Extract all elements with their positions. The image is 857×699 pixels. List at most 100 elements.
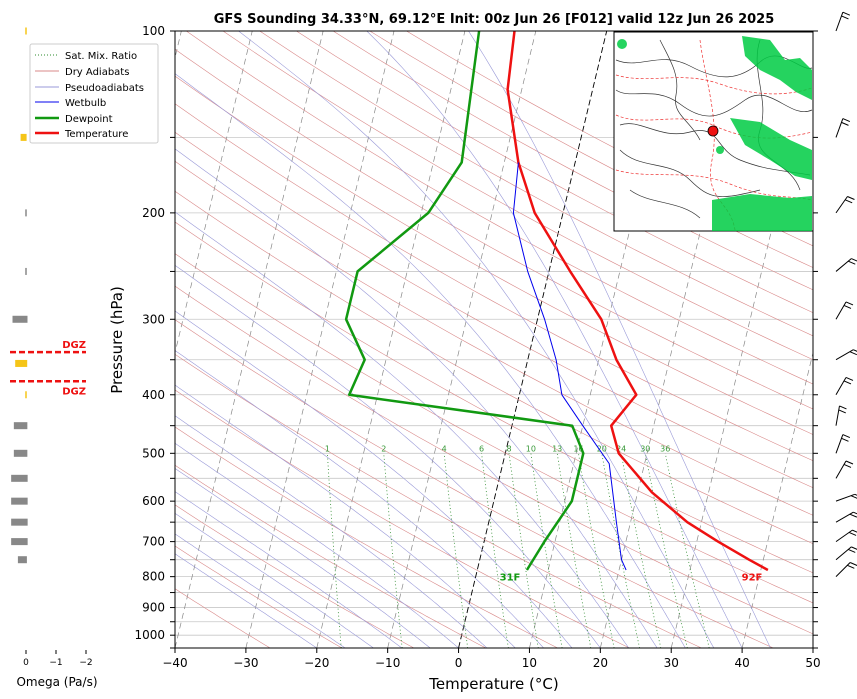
x-axis: −40 −30 −20 −10 0 10 20 30 40 50 [162,648,821,670]
dry-adiabat-line [175,353,702,648]
x-tick-label: 30 [664,656,679,670]
pseudoadiabat-line [175,211,629,648]
omega-bar [11,474,28,482]
mixing-ratio-label: 20 [597,444,607,453]
omega-bar [11,538,28,546]
dry-adiabat-line [175,588,271,648]
wind-barb-flag [848,548,856,553]
dry-adiabat-line [175,221,813,574]
wind-barb-flag [842,434,851,438]
dgz-bottom-label: DGZ [62,386,86,397]
isotherm-line [458,31,608,648]
mixing-ratio-label: 8 [506,444,511,453]
wind-barb [835,529,853,543]
wind-barb [835,349,854,361]
mixing-ratio-label: 24 [616,444,626,453]
wind-barb-flag [853,511,857,515]
y-tick-label: 400 [142,388,165,402]
wind-barb [835,405,840,426]
isotherm-line [245,31,395,648]
sounding-location-marker [707,125,719,137]
wind-barb-flag [843,380,852,385]
mixing-ratio-line [481,453,509,648]
x-tick-label: −30 [233,656,258,670]
mixing-ratio-label: 6 [479,444,484,453]
wind-barb-flag [839,405,847,410]
isotherm-line [670,55,813,648]
mixing-ratio-line [327,453,342,648]
mixing-ratio-line [578,453,615,648]
omega-bar [17,556,27,564]
dry-adiabat-line [175,160,813,516]
wind-barb [835,258,852,272]
pseudoadiabat-line [175,264,601,648]
wind-barb-flag [849,513,857,518]
omega-bar [25,267,27,275]
omega-bar [11,497,28,505]
y-tick-label: 300 [142,312,165,326]
pseudoadiabat-line [175,553,317,648]
wind-barb [835,118,844,138]
omega-axis: 0 −1 −2 Omega (Pa/s) [16,650,98,689]
dry-adiabat-line [296,31,813,313]
omega-bar [13,449,28,457]
series-temperature-line [506,31,769,572]
wind-barb-flag [842,11,851,16]
wind-barb-flag [843,464,852,468]
wind-barb-flag [849,562,857,566]
dry-adiabat-line [175,319,774,648]
wind-barb-flag [854,493,857,496]
y-tick-label: 100 [142,24,165,38]
wind-barb [835,434,844,454]
x-tick-label: −10 [375,656,400,670]
omega-panel [11,27,28,564]
chart-title: GFS Sounding 34.33°N, 69.12°E Init: 00z … [214,12,775,27]
y-tick-label: 200 [142,206,165,220]
dry-adiabat-line [259,31,813,337]
dry-adiabat-line [175,253,813,604]
omega-bar [25,391,27,399]
pseudoadiabat-line [175,73,686,648]
legend-label: Dewpoint [65,114,113,125]
legend-label: Sat. Mix. Ratio [65,51,137,62]
wind-barb [835,511,854,523]
dry-adiabat-line [175,131,813,488]
wind-barbs [835,11,857,577]
mixing-ratio-line [644,453,688,648]
dry-adiabat-line [175,103,813,462]
wind-barb [835,301,847,320]
pseudoadiabat-line [175,512,374,648]
wind-barb-flag [838,409,846,414]
y-tick-label: 600 [142,494,165,508]
mixing-ratio-label: 10 [526,444,536,453]
mixing-ratio-line [383,453,403,648]
y-tick-label: 1000 [134,628,165,642]
isotherm-line [741,351,813,648]
wind-barb-flag [847,196,855,200]
omega-tick-label: 0 [23,658,29,668]
dry-adiabat-line [332,31,813,291]
x-tick-label: 10 [522,656,537,670]
isotherm-line [599,31,749,648]
wind-barb [835,546,852,561]
mixing-ratio-line [620,453,662,648]
mixing-ratio-line [508,453,539,648]
wind-barb-flag [841,437,849,442]
y-axis-label: Pressure (hPa) [108,286,126,394]
omega-bar [11,518,28,526]
omega-bar [15,359,28,367]
omega-bar [25,27,27,35]
y-tick-label: 900 [142,601,165,615]
y-tick-label: 500 [142,446,165,460]
mixing-ratio-labels: 1 2 4 6 8 10 13 16 20 24 30 36 [325,444,670,453]
dry-adiabat-line [175,75,813,435]
wind-barb [835,12,844,32]
mixing-ratio-label: 36 [660,444,670,453]
wind-barb [835,493,855,502]
mixing-ratio-line [556,453,592,648]
isotherm-line [316,31,466,648]
pseudoadiabat-line [175,533,346,648]
omega-bar [13,422,28,430]
wind-barb-flag [845,460,854,465]
